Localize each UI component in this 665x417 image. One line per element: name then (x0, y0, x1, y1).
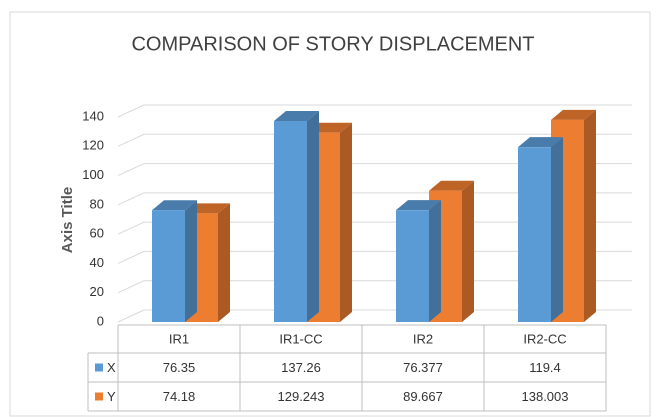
table-value: 119.4 (529, 360, 561, 375)
bar (518, 147, 551, 322)
x-tick-label: IR1 (169, 331, 189, 346)
bar-group (396, 200, 441, 322)
bar-side (185, 200, 197, 322)
y-tick-label: 60 (90, 226, 104, 241)
bar-group (518, 137, 563, 322)
bar-side (307, 111, 319, 322)
bar-side (584, 109, 596, 322)
bar-side (340, 122, 352, 323)
table-value: 137.26 (281, 360, 321, 375)
y-tick-label: 40 (90, 255, 104, 270)
table-value: 76.377 (403, 360, 443, 375)
grid-line (117, 133, 632, 147)
legend-key (95, 363, 103, 372)
bar-top (551, 109, 596, 120)
bar-top (396, 200, 441, 211)
legend-key (95, 392, 103, 401)
y-tick-label: 100 (82, 167, 104, 182)
bar-side (462, 180, 474, 322)
bar (152, 210, 185, 322)
x-tick-label: IR2 (413, 331, 433, 346)
bar-side (429, 200, 441, 322)
bar-side (551, 137, 563, 322)
table-value: 129.243 (278, 389, 325, 404)
bar (274, 121, 307, 322)
grid-line (117, 104, 632, 118)
legend-label: Y (107, 389, 116, 404)
table-value: 76.35 (163, 360, 196, 375)
grid-line (117, 163, 632, 177)
x-tick-label: IR2-CC (523, 331, 566, 346)
bar-side (218, 203, 230, 322)
y-axis-title: Axis Title (59, 187, 76, 253)
bar-group (152, 200, 197, 322)
table-value: 138.003 (522, 389, 569, 404)
bar-top (518, 137, 563, 148)
table-value: 74.18 (163, 389, 196, 404)
bar (396, 210, 429, 322)
y-tick-label: 80 (90, 196, 104, 211)
y-tick-label: 0 (97, 313, 104, 328)
table-value: 89.667 (403, 389, 443, 404)
y-tick-label: 20 (90, 284, 104, 299)
legend-label: X (107, 360, 116, 375)
y-tick-label: 140 (82, 108, 104, 123)
chart-title: COMPARISON OF STORY DISPLACEMENT (131, 33, 534, 55)
bar-top (429, 180, 474, 191)
x-tick-label: IR1-CC (279, 331, 322, 346)
bar-group (274, 111, 319, 322)
bar-top (152, 200, 197, 211)
y-tick-label: 120 (82, 138, 104, 153)
bar-top (274, 111, 319, 122)
